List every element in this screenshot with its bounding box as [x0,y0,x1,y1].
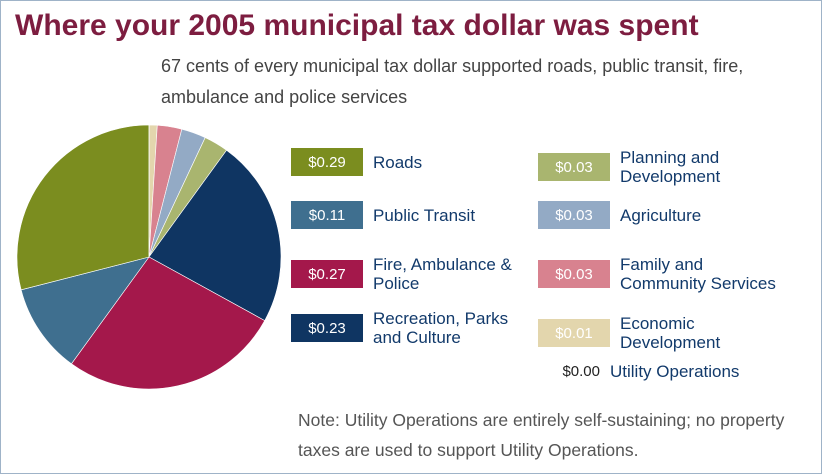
legend-label: Utility Operations [610,361,740,381]
chart-title: Where your 2005 municipal tax dollar was… [15,9,699,42]
legend-item: $0.23 Recreation, Parks and Culture [291,309,523,347]
legend-item: $0.03 Family and Community Services [538,255,788,293]
legend-label: Roads [373,152,423,172]
legend-item: $0.27 Fire, Ambulance & Police [291,255,523,293]
pie-slice [70,256,266,390]
pie-slice [148,149,282,321]
legend-label: Fire, Ambulance & Police [373,255,512,293]
legend-label: Planning and Development [620,148,721,186]
note: Note: Utility Operations are entirely se… [298,410,785,460]
legend-swatch: $0.00 [562,362,600,380]
legend-item: $0.01 Economic Development [538,314,788,352]
legend-label: Agriculture [620,205,702,225]
legend-item: $0.03 Planning and Development [538,148,788,186]
legend-swatch: $0.03 [538,201,610,229]
legend-swatch: $0.23 [291,314,363,342]
legend-label: Family and Community Services [620,255,776,293]
legend-swatch: $0.29 [291,148,363,176]
legend-label: Recreation, Parks and Culture [373,309,509,347]
pie-slice [16,124,150,291]
legend-swatch: $0.03 [538,260,610,288]
subtitle: 67 cents of every municipal tax dollar s… [161,56,744,107]
legend-swatch: $0.01 [538,319,610,347]
legend-item: $0.03 Agriculture [538,201,788,229]
legend-swatch: $0.11 [291,201,363,229]
legend-swatch: $0.27 [291,260,363,288]
legend-item: $0.00 Utility Operations [538,357,778,385]
legend-label: Economic Development [620,314,721,352]
legend-item: $0.11 Public Transit [291,201,523,229]
legend-label: Public Transit [373,205,476,225]
pie-slice [20,256,150,365]
legend-item: $0.29 Roads [291,148,523,176]
legend-swatch: $0.03 [538,153,610,181]
